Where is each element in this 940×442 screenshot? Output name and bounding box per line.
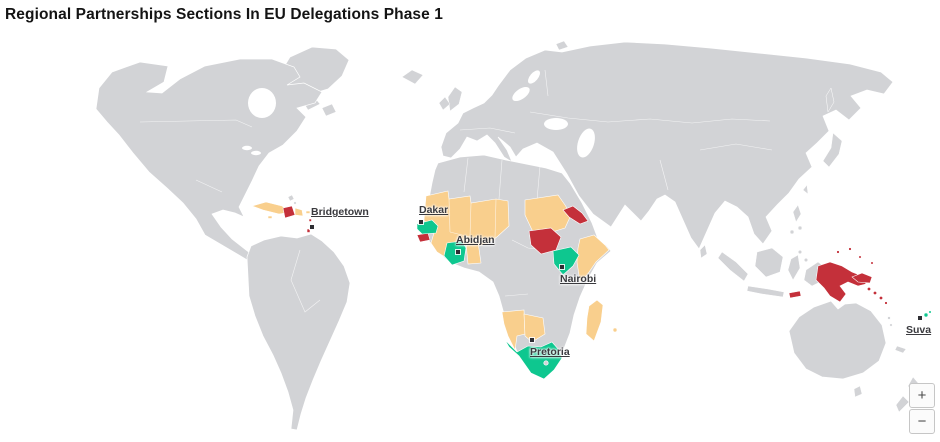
landmass-japan (822, 132, 843, 168)
country-timor-leste[interactable] (788, 290, 802, 299)
country-south-africa[interactable] (504, 339, 563, 380)
country-jamaica[interactable] (267, 215, 273, 219)
country-haiti[interactable] (282, 205, 296, 219)
landmass-north-america (95, 58, 323, 265)
zoom-in-button[interactable]: + (909, 383, 935, 408)
caspian-sea (577, 128, 595, 158)
city-label-dakar[interactable]: Dakar (419, 204, 449, 216)
landmass-tasmania (853, 385, 863, 398)
country-kenya[interactable] (552, 246, 580, 276)
hudson-bay (248, 88, 276, 118)
country-micronesia[interactable] (836, 250, 840, 254)
country-solomon-islands-4[interactable] (884, 301, 888, 305)
country-cote-divoire[interactable] (443, 240, 467, 266)
landmass-australia (788, 300, 887, 380)
border-china-mongolia (659, 143, 773, 191)
country-madagascar[interactable] (585, 299, 604, 342)
landmass-svalbard (555, 40, 569, 51)
landmass-java (746, 285, 785, 298)
city-label-pretoria[interactable]: Pretoria (530, 346, 570, 358)
country-micronesia-4[interactable] (870, 261, 874, 265)
gulf-of-bothnia (528, 70, 540, 84)
landmass-south-america (246, 233, 351, 431)
landmass-sri-lanka (699, 244, 708, 259)
landmass-maluku (797, 249, 803, 255)
country-sudan[interactable] (524, 194, 572, 234)
landmass-sumatra (717, 251, 749, 282)
country-puerto-rico[interactable] (305, 210, 311, 214)
country-micronesia-2[interactable] (848, 247, 852, 251)
border-us-mexico (195, 179, 223, 193)
landmass-eurasia (440, 41, 894, 250)
great-lakes-2 (251, 150, 261, 156)
country-fiji-2[interactable] (928, 310, 932, 314)
landmass-philippines (792, 204, 802, 223)
baltic-sea (512, 86, 530, 102)
landmass-bahamas (287, 194, 295, 202)
country-new-britain[interactable] (851, 272, 873, 284)
city-marker-dakar[interactable] (419, 220, 423, 224)
landmass-new-zealand-south (895, 395, 910, 413)
landmass-new-caledonia (894, 345, 907, 354)
city-marker-suva[interactable] (918, 316, 922, 320)
border-russia-south (529, 111, 771, 124)
landmass-sakhalin (825, 87, 835, 113)
landmass-sulawesi (787, 254, 801, 281)
landmass-philippines-3 (789, 229, 795, 235)
landmass-borneo (754, 247, 784, 278)
border-sahel-internal (448, 198, 497, 245)
country-dominican-republic[interactable] (294, 207, 304, 217)
landmass-philippines-2 (797, 225, 803, 231)
country-south-sudan[interactable] (528, 227, 562, 255)
border-us-canada (139, 119, 253, 128)
landmass-united-kingdom (447, 86, 463, 112)
country-fiji[interactable] (923, 312, 929, 318)
landmass-bahamas-2 (293, 201, 297, 205)
city-label-abidjan[interactable]: Abidjan (456, 234, 495, 246)
city-marker-abidjan[interactable] (456, 250, 460, 254)
country-ghana[interactable] (465, 241, 482, 265)
country-lesser-antilles[interactable] (308, 218, 312, 222)
landmass-ireland (438, 96, 451, 111)
country-trinidad-and-tobago[interactable] (306, 228, 311, 233)
landmass-iceland (401, 69, 424, 85)
landmass-arctic-islands-2 (321, 103, 337, 117)
city-label-nairobi[interactable]: Nairobi (560, 273, 597, 285)
border-brazil (290, 249, 321, 313)
country-botswana[interactable] (523, 313, 546, 343)
page-title: Regional Partnerships Sections In EU Del… (5, 6, 444, 23)
zoom-controls: + − (909, 383, 935, 434)
country-micronesia-3[interactable] (858, 255, 862, 259)
country-mauritius[interactable] (612, 327, 618, 333)
city-label-bridgetown[interactable]: Bridgetown (311, 206, 369, 218)
country-eritrea[interactable] (562, 205, 589, 225)
country-solomon-islands[interactable] (866, 286, 871, 291)
landmass-taiwan (802, 184, 809, 195)
country-solomon-islands-2[interactable] (872, 290, 877, 295)
landmass-maluku-2 (803, 257, 809, 263)
city-marker-pretoria[interactable] (530, 338, 534, 342)
city-marker-bridgetown[interactable] (310, 225, 314, 229)
country-guinea-bissau[interactable] (416, 232, 431, 243)
border-north-africa (463, 157, 541, 201)
country-sahel-mauritania-mali-niger[interactable] (423, 190, 510, 260)
landmass-vanuatu-2 (889, 323, 893, 327)
zoom-out-button[interactable]: − (909, 409, 935, 434)
country-lesotho (543, 360, 549, 366)
city-marker-nairobi[interactable] (560, 265, 564, 269)
city-label-suva[interactable]: Suva (906, 324, 932, 336)
border-europe (459, 69, 549, 134)
landmass-vanuatu (887, 316, 891, 320)
country-papua-new-guinea[interactable] (815, 261, 867, 303)
country-solomon-islands-3[interactable] (878, 295, 883, 300)
great-lakes (242, 145, 252, 151)
black-sea (544, 118, 568, 130)
